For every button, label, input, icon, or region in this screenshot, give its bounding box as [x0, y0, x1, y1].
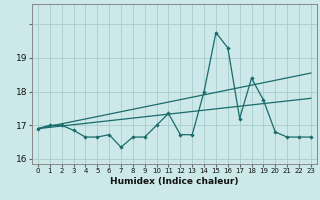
X-axis label: Humidex (Indice chaleur): Humidex (Indice chaleur)	[110, 177, 239, 186]
